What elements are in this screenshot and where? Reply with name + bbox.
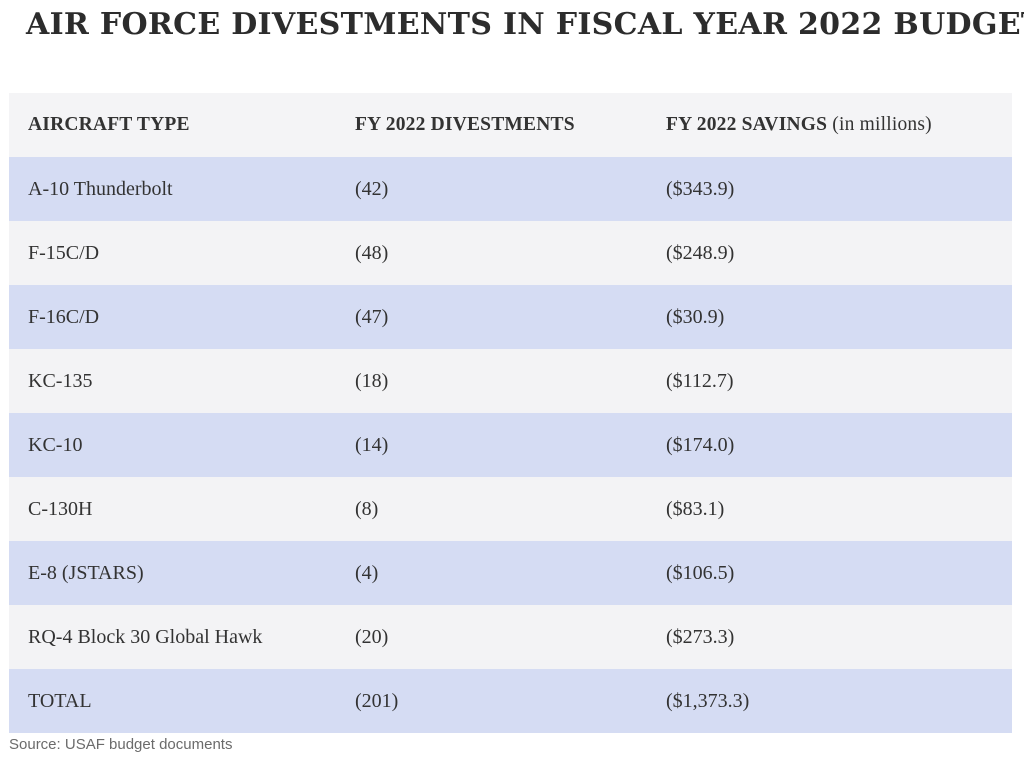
cell-divestments: (48) <box>355 241 389 264</box>
cell-aircraft: A-10 Thunderbolt <box>28 177 173 200</box>
divestments-table-container: AIRCRAFT TYPE FY 2022 DIVESTMENTS FY 202… <box>9 93 1012 733</box>
header-divestments: FY 2022 DIVESTMENTS <box>355 114 575 135</box>
cell-aircraft: C-130H <box>28 497 93 520</box>
cell-aircraft: KC-135 <box>28 369 93 392</box>
divestments-table: AIRCRAFT TYPE FY 2022 DIVESTMENTS FY 202… <box>9 93 1012 733</box>
cell-aircraft: TOTAL <box>28 689 92 712</box>
table-row: RQ-4 Block 30 Global Hawk (20) ($273.3) <box>9 605 1012 669</box>
cell-aircraft: KC-10 <box>28 433 83 456</box>
cell-savings: ($174.0) <box>666 433 735 456</box>
page-title: AIR FORCE DIVESTMENTS IN FISCAL YEAR 202… <box>26 7 1024 42</box>
cell-divestments: (4) <box>355 561 379 584</box>
cell-savings: ($248.9) <box>666 241 735 264</box>
cell-savings: ($343.9) <box>666 177 735 200</box>
header-savings-label: FY 2022 SAVINGS <box>666 114 828 135</box>
header-aircraft-type: AIRCRAFT TYPE <box>28 114 190 135</box>
cell-savings: ($83.1) <box>666 497 725 520</box>
table-row: E-8 (JSTARS) (4) ($106.5) <box>9 541 1012 605</box>
cell-aircraft: RQ-4 Block 30 Global Hawk <box>28 625 263 648</box>
cell-divestments: (47) <box>355 305 389 328</box>
table-row: KC-135 (18) ($112.7) <box>9 349 1012 413</box>
cell-savings: ($112.7) <box>666 369 734 392</box>
table-row: F-16C/D (47) ($30.9) <box>9 285 1012 349</box>
cell-divestments: (8) <box>355 497 379 520</box>
cell-aircraft: F-16C/D <box>28 305 100 328</box>
cell-divestments: (42) <box>355 177 389 200</box>
table-header-row: AIRCRAFT TYPE FY 2022 DIVESTMENTS FY 202… <box>9 93 1012 157</box>
cell-divestments: (18) <box>355 369 389 392</box>
table-row: KC-10 (14) ($174.0) <box>9 413 1012 477</box>
cell-divestments: (20) <box>355 625 389 648</box>
header-savings-unit: (in millions) <box>832 114 932 135</box>
cell-aircraft: F-15C/D <box>28 241 100 264</box>
cell-aircraft: E-8 (JSTARS) <box>28 561 144 584</box>
cell-savings: ($30.9) <box>666 305 725 328</box>
table-row: A-10 Thunderbolt (42) ($343.9) <box>9 157 1012 221</box>
cell-divestments: (201) <box>355 689 399 712</box>
cell-savings: ($1,373.3) <box>666 689 750 712</box>
cell-savings: ($106.5) <box>666 561 735 584</box>
header-savings: FY 2022 SAVINGS (in millions) <box>647 93 1012 157</box>
table-row: C-130H (8) ($83.1) <box>9 477 1012 541</box>
source-note: Source: USAF budget documents <box>9 736 233 753</box>
table-row: F-15C/D (48) ($248.9) <box>9 221 1012 285</box>
cell-savings: ($273.3) <box>666 625 735 648</box>
cell-divestments: (14) <box>355 433 389 456</box>
table-total-row: TOTAL (201) ($1,373.3) <box>9 669 1012 733</box>
